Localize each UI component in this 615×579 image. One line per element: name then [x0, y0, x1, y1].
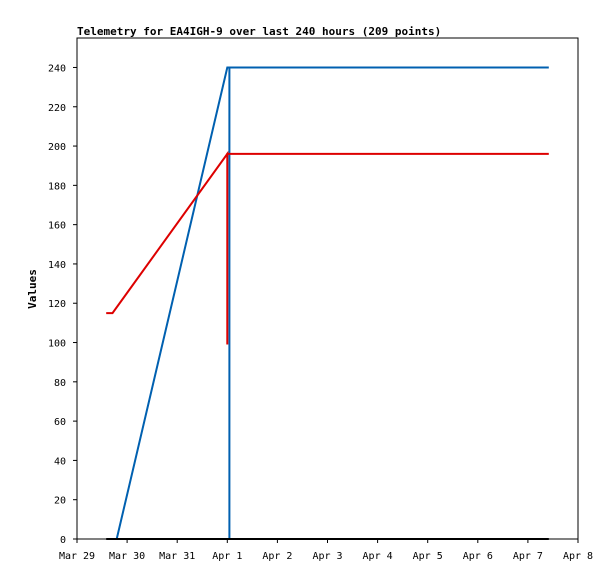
- x-tick-label: Mar 31: [159, 551, 195, 562]
- x-tick-label: Apr 2: [262, 551, 292, 562]
- y-tick-label: 40: [54, 456, 66, 467]
- y-tick-label: 80: [54, 378, 66, 389]
- y-axis: 0 20 40 60 80 100 120 140 160 180 200 220 240: [48, 63, 77, 546]
- y-tick-label: 100: [48, 339, 66, 350]
- x-tick-label: Apr 6: [463, 551, 493, 562]
- y-tick-label: 0: [60, 535, 66, 546]
- y-tick-label: 200: [48, 142, 66, 153]
- y-tick-label: 220: [48, 103, 66, 114]
- y-tick-label: 120: [48, 299, 66, 310]
- x-tick-label: Apr 4: [363, 551, 393, 562]
- chart-title: Telemetry for EA4IGH-9 over last 240 hou…: [77, 25, 441, 38]
- y-tick-label: 160: [48, 221, 66, 232]
- x-tick-label: Apr 8: [563, 551, 593, 562]
- plot-frame: [76, 37, 579, 540]
- x-tick-label: Apr 3: [312, 551, 342, 562]
- x-tick-label: Apr 1: [212, 551, 242, 562]
- y-tick-label: 240: [48, 63, 66, 74]
- x-tick-label: Mar 29: [59, 551, 95, 562]
- series-line-2: [106, 150, 549, 345]
- y-axis-title: Values: [26, 269, 39, 309]
- x-tick-label: Apr 7: [513, 551, 543, 562]
- y-tick-label: 140: [48, 260, 66, 271]
- x-axis: Mar 29 Mar 30 Mar 31 Apr 1 Apr 2 Apr 3 Apr 4 Ap…: [59, 539, 593, 562]
- series-line-1: [112, 66, 549, 540]
- y-tick-label: 180: [48, 181, 66, 192]
- x-tick-label: Apr 5: [413, 551, 443, 562]
- series-layer: [106, 66, 549, 540]
- y-tick-label: 60: [54, 417, 66, 428]
- x-tick-label: Mar 30: [109, 551, 145, 562]
- y-tick-label: 20: [54, 496, 66, 507]
